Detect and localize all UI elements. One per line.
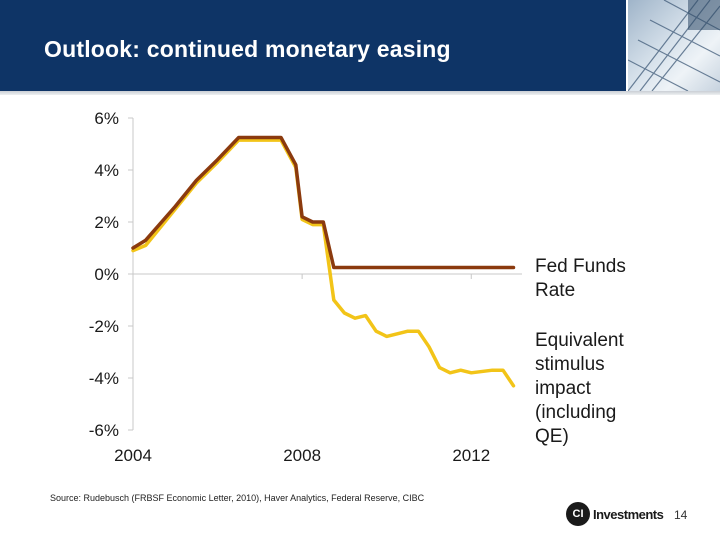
source-note: Source: Rudebusch (FRBSF Economic Letter…: [50, 493, 425, 503]
y-tick-label: 0%: [94, 265, 119, 284]
logo-text: Investments: [593, 507, 664, 522]
title-banner: Outlook: continued monetary easing: [0, 0, 720, 91]
series-line-equivalent-stimulus: [131, 138, 516, 388]
series-label-fed-funds-rate: Rate: [535, 280, 575, 301]
page-number: 14: [674, 508, 688, 522]
series-label-equivalent-stimulus: impact: [535, 378, 592, 399]
header-divider: [0, 91, 720, 95]
x-tick-label: 2012: [452, 446, 490, 465]
header-building-photo: [626, 0, 720, 91]
slide-title: Outlook: continued monetary easing: [44, 36, 451, 62]
y-tick-label: -2%: [89, 317, 119, 336]
x-tick-label: 2008: [283, 446, 321, 465]
y-tick-label: -6%: [89, 421, 119, 440]
series-label-equivalent-stimulus: QE): [535, 426, 569, 447]
building-lattice-icon: [628, 0, 720, 91]
ci-investments-logo: CI Investments: [566, 502, 666, 528]
series-label-fed-funds-rate: Fed Funds: [535, 256, 626, 277]
fed-funds-chart: 6% 4% 2% 0% -2% -4% -6% 2004 2008 2012 Fed Funds R…: [89, 109, 626, 465]
x-tick-label: 2004: [114, 446, 152, 465]
logo-mark: CI: [566, 502, 590, 526]
series-label-equivalent-stimulus: stimulus: [535, 354, 605, 375]
y-tick-label: 2%: [94, 213, 119, 232]
series-label-equivalent-stimulus: (including: [535, 402, 616, 423]
y-tick-label: -4%: [89, 369, 119, 388]
series-label-equivalent-stimulus: Equivalent: [535, 330, 624, 351]
y-tick-label: 6%: [94, 109, 119, 128]
series-line-fed-funds-rate: [131, 135, 516, 270]
y-tick-label: 4%: [94, 161, 119, 180]
